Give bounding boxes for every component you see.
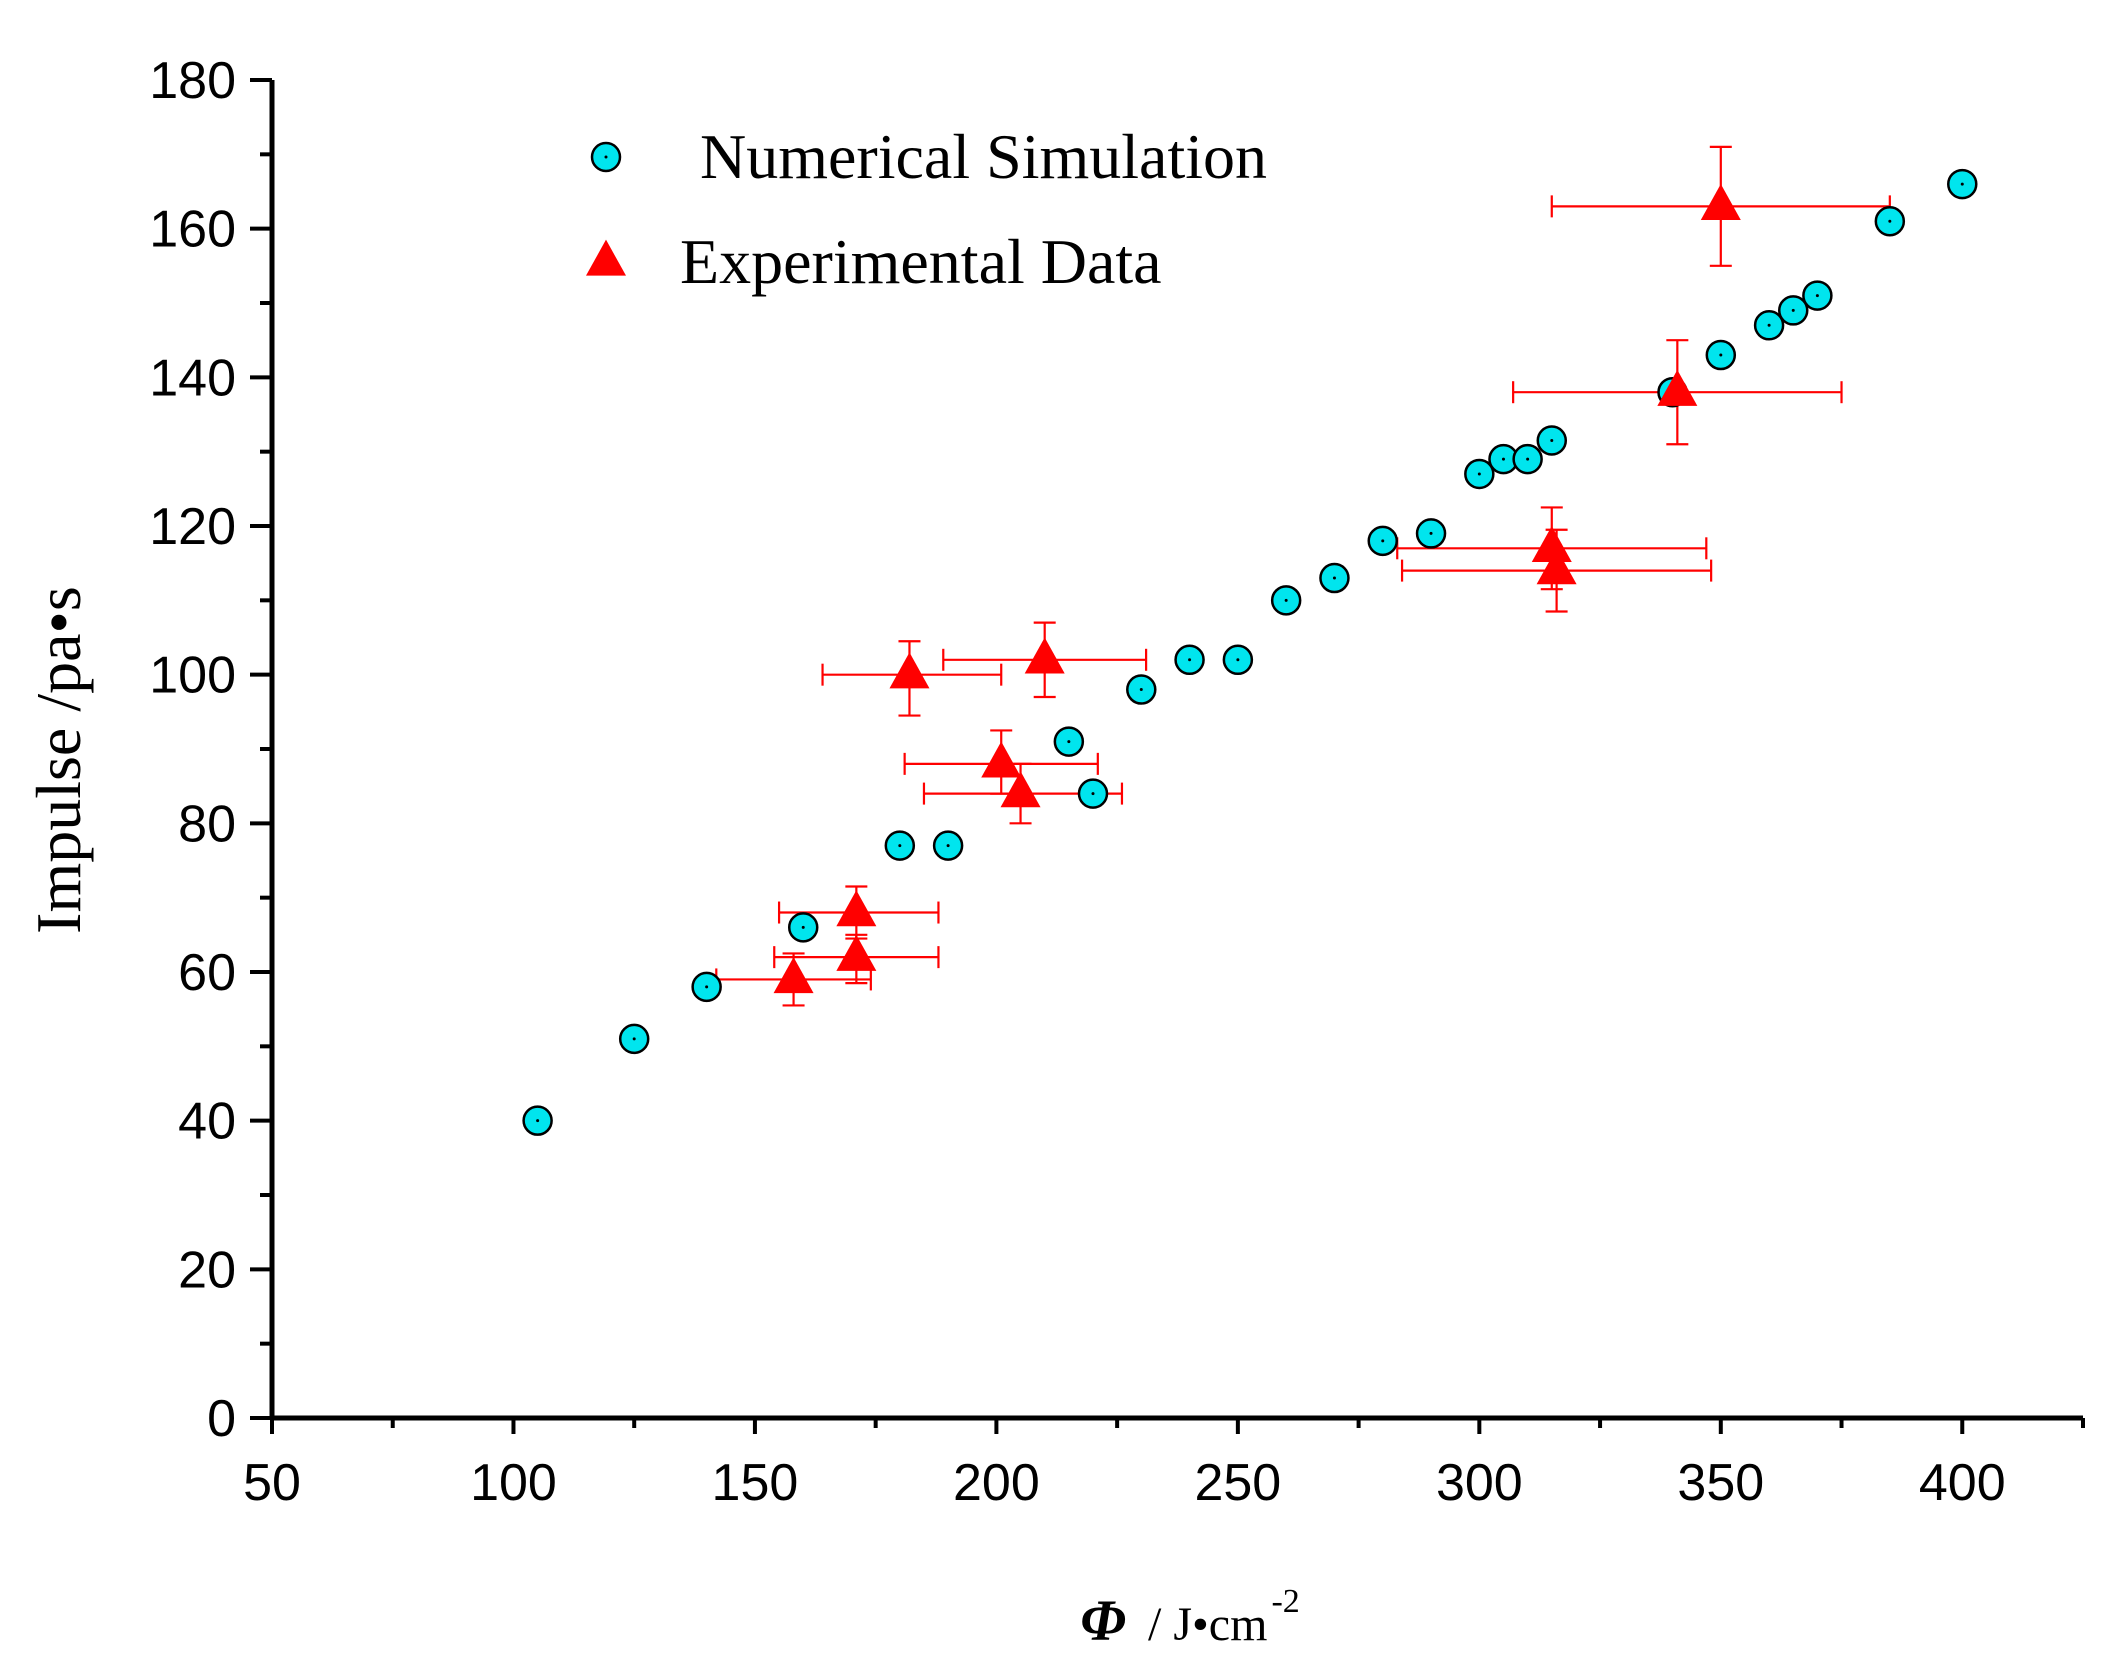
y-tick-label: 100 — [149, 647, 236, 705]
x-tick-label: 250 — [1194, 1454, 1281, 1512]
x-tick-label: 350 — [1677, 1454, 1764, 1512]
simulation-point-center — [1429, 531, 1433, 535]
legend-experimental-symbol — [586, 239, 626, 276]
experimental-point — [981, 741, 1022, 778]
x-axis-symbol: Φ — [1080, 1588, 1126, 1653]
simulation-point-center — [1091, 792, 1095, 796]
tick-labels: 50 100 150 200 250 300 350 400 0 20 40 60 80 100 120 14… — [149, 52, 2005, 1512]
y-tick-label: 120 — [149, 498, 236, 556]
simulation-point-center — [946, 844, 950, 848]
experimental-point — [836, 934, 877, 971]
simulation-point-center — [1067, 740, 1071, 744]
simulation-point-center — [1888, 219, 1892, 223]
y-axis-label: Impulse /pa•s — [23, 586, 94, 934]
simulation-point-center — [1381, 539, 1385, 543]
simulation-point-center — [1139, 688, 1143, 692]
simulation-point-center — [1791, 308, 1795, 312]
x-tick-label: 50 — [243, 1454, 301, 1512]
experimental-point — [1024, 637, 1065, 674]
experimental-point — [1536, 548, 1577, 585]
x-tick-label: 100 — [470, 1454, 557, 1512]
y-tick-label: 0 — [207, 1390, 236, 1448]
y-tick-label: 20 — [178, 1241, 236, 1299]
x-axis-unit: / J•cm — [1148, 1598, 1267, 1651]
simulation-point-center — [1332, 576, 1336, 580]
legend: Numerical Simulation Experimental Data — [586, 121, 1267, 297]
experimental-point — [1531, 525, 1572, 562]
simulation-point-center — [1815, 294, 1819, 298]
y-tick-label: 40 — [178, 1093, 236, 1151]
x-axis-label: Φ / J•cm -2 — [1080, 1583, 1300, 1653]
legend-experimental-marker — [586, 239, 626, 276]
axes — [250, 78, 2085, 1434]
x-tick-label: 150 — [712, 1454, 799, 1512]
simulation-point-center — [898, 844, 902, 848]
simulation-point-center — [1960, 182, 1964, 186]
x-axis-exponent: -2 — [1271, 1583, 1299, 1620]
y-tick-label: 140 — [149, 349, 236, 407]
data-markers — [522, 168, 1978, 1136]
legend-simulation-label: Numerical Simulation — [700, 121, 1267, 192]
experimental-point — [889, 652, 930, 689]
legend-simulation-marker — [590, 141, 622, 173]
x-tick-label: 300 — [1436, 1454, 1523, 1512]
y-tick-label: 60 — [178, 944, 236, 1002]
experimental-point — [836, 890, 877, 927]
simulation-point-center — [1284, 598, 1288, 602]
experimental-point — [1657, 369, 1698, 406]
experimental-point — [773, 957, 814, 994]
experimental-point — [1000, 771, 1041, 808]
legend-simulation-symbol-center — [604, 155, 608, 159]
simulation-point-center — [801, 925, 805, 929]
x-tick-label: 200 — [953, 1454, 1040, 1512]
simulation-point-center — [1526, 457, 1530, 461]
simulation-point-center — [1236, 658, 1240, 662]
legend-experimental-label: Experimental Data — [680, 226, 1162, 297]
x-tick-label: 400 — [1919, 1454, 2006, 1512]
simulation-point-center — [1550, 439, 1554, 443]
simulation-point-center — [536, 1119, 540, 1123]
simulation-point-center — [632, 1037, 636, 1041]
simulation-point-center — [1501, 457, 1505, 461]
simulation-point-center — [1477, 472, 1481, 476]
simulation-point-center — [1719, 353, 1723, 357]
experimental-point — [1700, 184, 1741, 221]
simulation-point-center — [1767, 323, 1771, 327]
simulation-point-center — [1188, 658, 1192, 662]
y-tick-label: 160 — [149, 201, 236, 259]
simulation-point-center — [705, 985, 709, 989]
y-tick-label: 80 — [178, 795, 236, 853]
y-tick-label: 180 — [149, 52, 236, 110]
